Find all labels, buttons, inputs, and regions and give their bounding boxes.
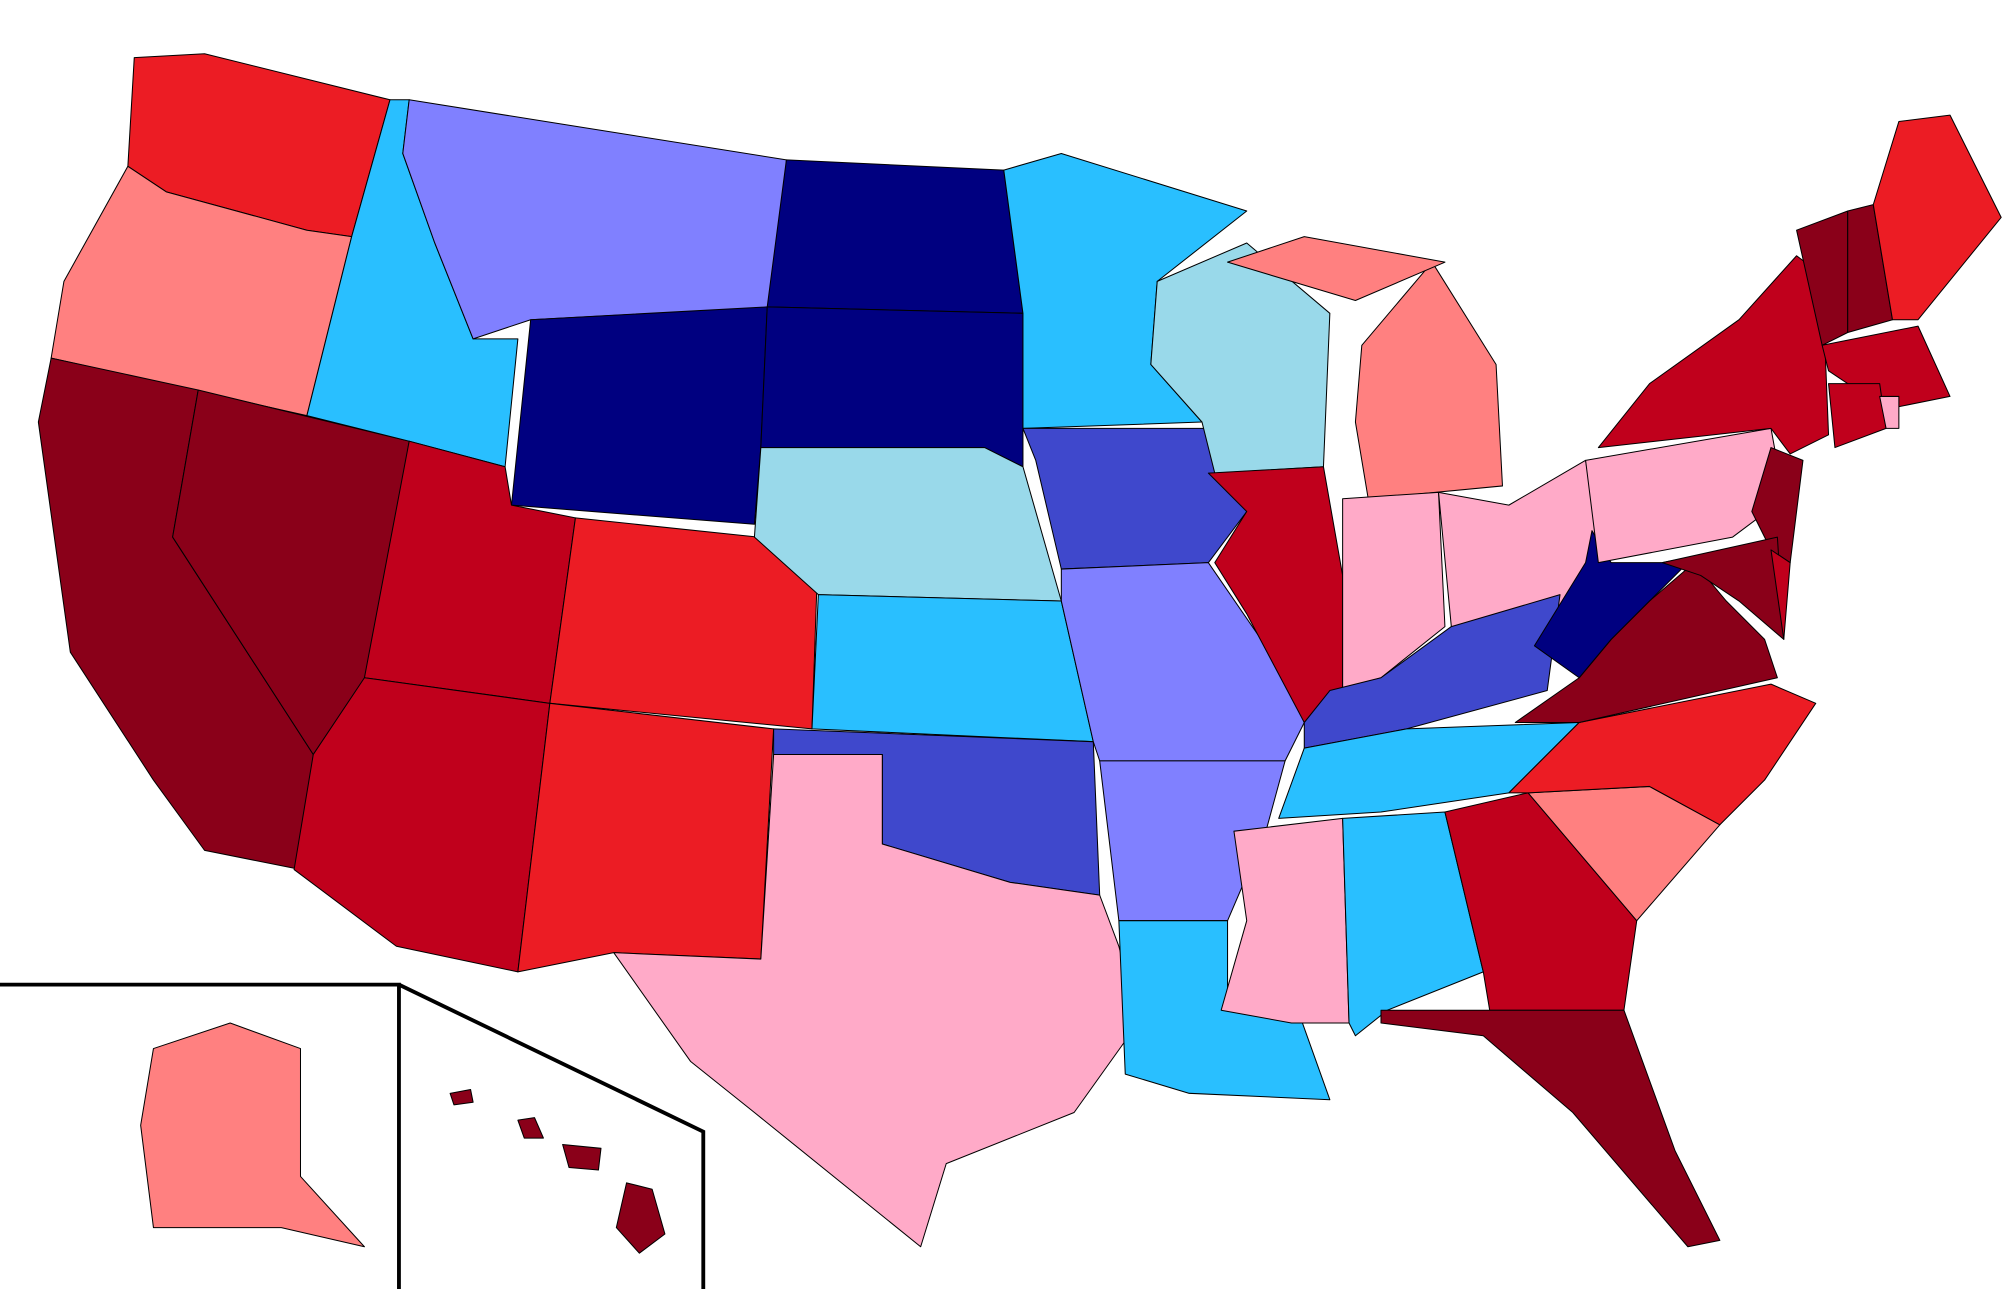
state	[1872, 114, 2002, 321]
state	[1354, 261, 1503, 500]
state	[613, 753, 1139, 1248]
inset-frame	[398, 982, 706, 1289]
state	[1380, 1009, 1721, 1248]
state	[140, 1022, 365, 1248]
state	[1661, 536, 1785, 640]
state	[1879, 395, 1900, 429]
state	[517, 702, 775, 973]
state	[449, 1088, 474, 1106]
state	[1597, 255, 1830, 455]
state	[1828, 383, 1887, 449]
state	[402, 99, 787, 340]
state	[753, 447, 1062, 602]
state	[811, 594, 1094, 743]
states	[37, 53, 2002, 1254]
state	[615, 1182, 666, 1254]
state	[760, 306, 1024, 468]
state	[1342, 491, 1446, 692]
state	[1227, 236, 1446, 302]
state	[1770, 549, 1791, 640]
state	[1821, 325, 1951, 410]
state	[562, 1143, 602, 1171]
state	[1220, 817, 1350, 1024]
state	[1508, 683, 1817, 826]
state	[517, 1117, 544, 1139]
state	[510, 306, 768, 525]
state	[766, 159, 1024, 314]
